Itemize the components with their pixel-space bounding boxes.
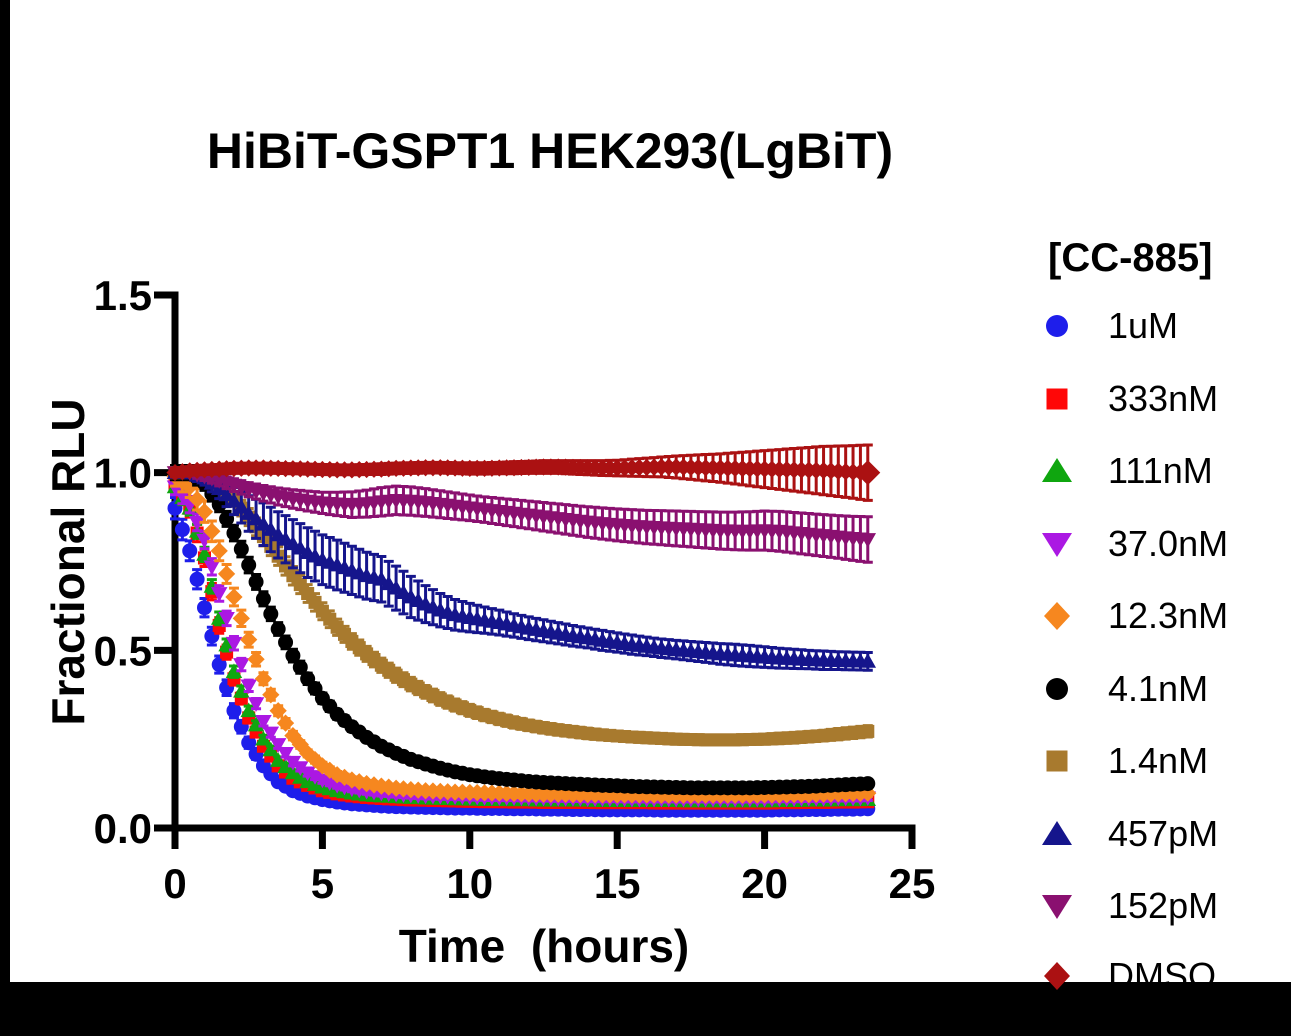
circle-marker-icon-4.1nM bbox=[1046, 678, 1068, 700]
series-152pM bbox=[166, 466, 877, 564]
markers-4.1nM bbox=[167, 465, 876, 796]
triangle-down-marker-icon-37.0nM bbox=[1042, 533, 1072, 557]
x-axis-label: Time (hours) bbox=[399, 920, 690, 972]
diamond-marker-icon-12.3nM bbox=[1044, 602, 1070, 630]
left-border-bar bbox=[0, 0, 10, 1036]
y-tick-label: 0.5 bbox=[94, 627, 152, 674]
square-marker-icon-333nM bbox=[1046, 388, 1068, 410]
triangle-up-marker-icon-457pM bbox=[1042, 821, 1072, 845]
legend-label-1uM: 1uM bbox=[1108, 305, 1179, 346]
bottom-border-bar bbox=[0, 982, 1291, 1036]
square-marker-icon-1.4nM bbox=[1046, 750, 1068, 772]
y-axis-label: Fractional RLU bbox=[42, 398, 94, 725]
legend-label-152pM: 152pM bbox=[1108, 885, 1219, 926]
x-tick-label: 20 bbox=[741, 860, 788, 907]
legend-label-37.0nM: 37.0nM bbox=[1108, 523, 1229, 564]
triangle-up-marker-icon-111nM bbox=[1042, 458, 1072, 482]
markers-457pM bbox=[166, 464, 877, 668]
x-tick-label: 5 bbox=[311, 860, 334, 907]
y-tick-label: 1.5 bbox=[94, 272, 152, 319]
legend-label-333nM: 333nM bbox=[1108, 378, 1219, 419]
legend-label-1.4nM: 1.4nM bbox=[1108, 740, 1209, 781]
y-tick-label: 0.0 bbox=[94, 805, 152, 852]
diamond-marker-icon-DMSO bbox=[1044, 962, 1070, 990]
markers-DMSO bbox=[166, 458, 881, 486]
plot-area: 0.0 0.5 1.0 1.5 0 5 10 15 20 25 bbox=[94, 272, 936, 907]
circle-marker-icon-1uM bbox=[1046, 315, 1068, 337]
y-tick-label: 1.0 bbox=[94, 450, 152, 497]
x-tick-label: 10 bbox=[446, 860, 493, 907]
legend-label-12.3nM: 12.3nM bbox=[1108, 595, 1229, 636]
x-tick-label: 25 bbox=[889, 860, 936, 907]
legend-title: [CC-885] bbox=[1048, 236, 1213, 280]
legend-label-111nM: 111nM bbox=[1108, 450, 1213, 491]
markers-152pM bbox=[166, 466, 877, 548]
chart-figure: HiBiT-GSPT1 HEK293(LgBiT) Fractional RLU… bbox=[10, 0, 1291, 982]
legend-label-457pM: 457pM bbox=[1108, 813, 1219, 854]
tick-labels: 0.0 0.5 1.0 1.5 0 5 10 15 20 25 bbox=[94, 272, 936, 907]
series-DMSO bbox=[166, 443, 881, 502]
x-tick-label: 15 bbox=[594, 860, 641, 907]
legend-label-4.1nM: 4.1nM bbox=[1108, 668, 1209, 709]
triangle-down-marker-icon-152pM bbox=[1042, 895, 1072, 919]
axes bbox=[154, 291, 916, 849]
chart-title: HiBiT-GSPT1 HEK293(LgBiT) bbox=[207, 123, 893, 179]
x-tick-label: 0 bbox=[163, 860, 186, 907]
